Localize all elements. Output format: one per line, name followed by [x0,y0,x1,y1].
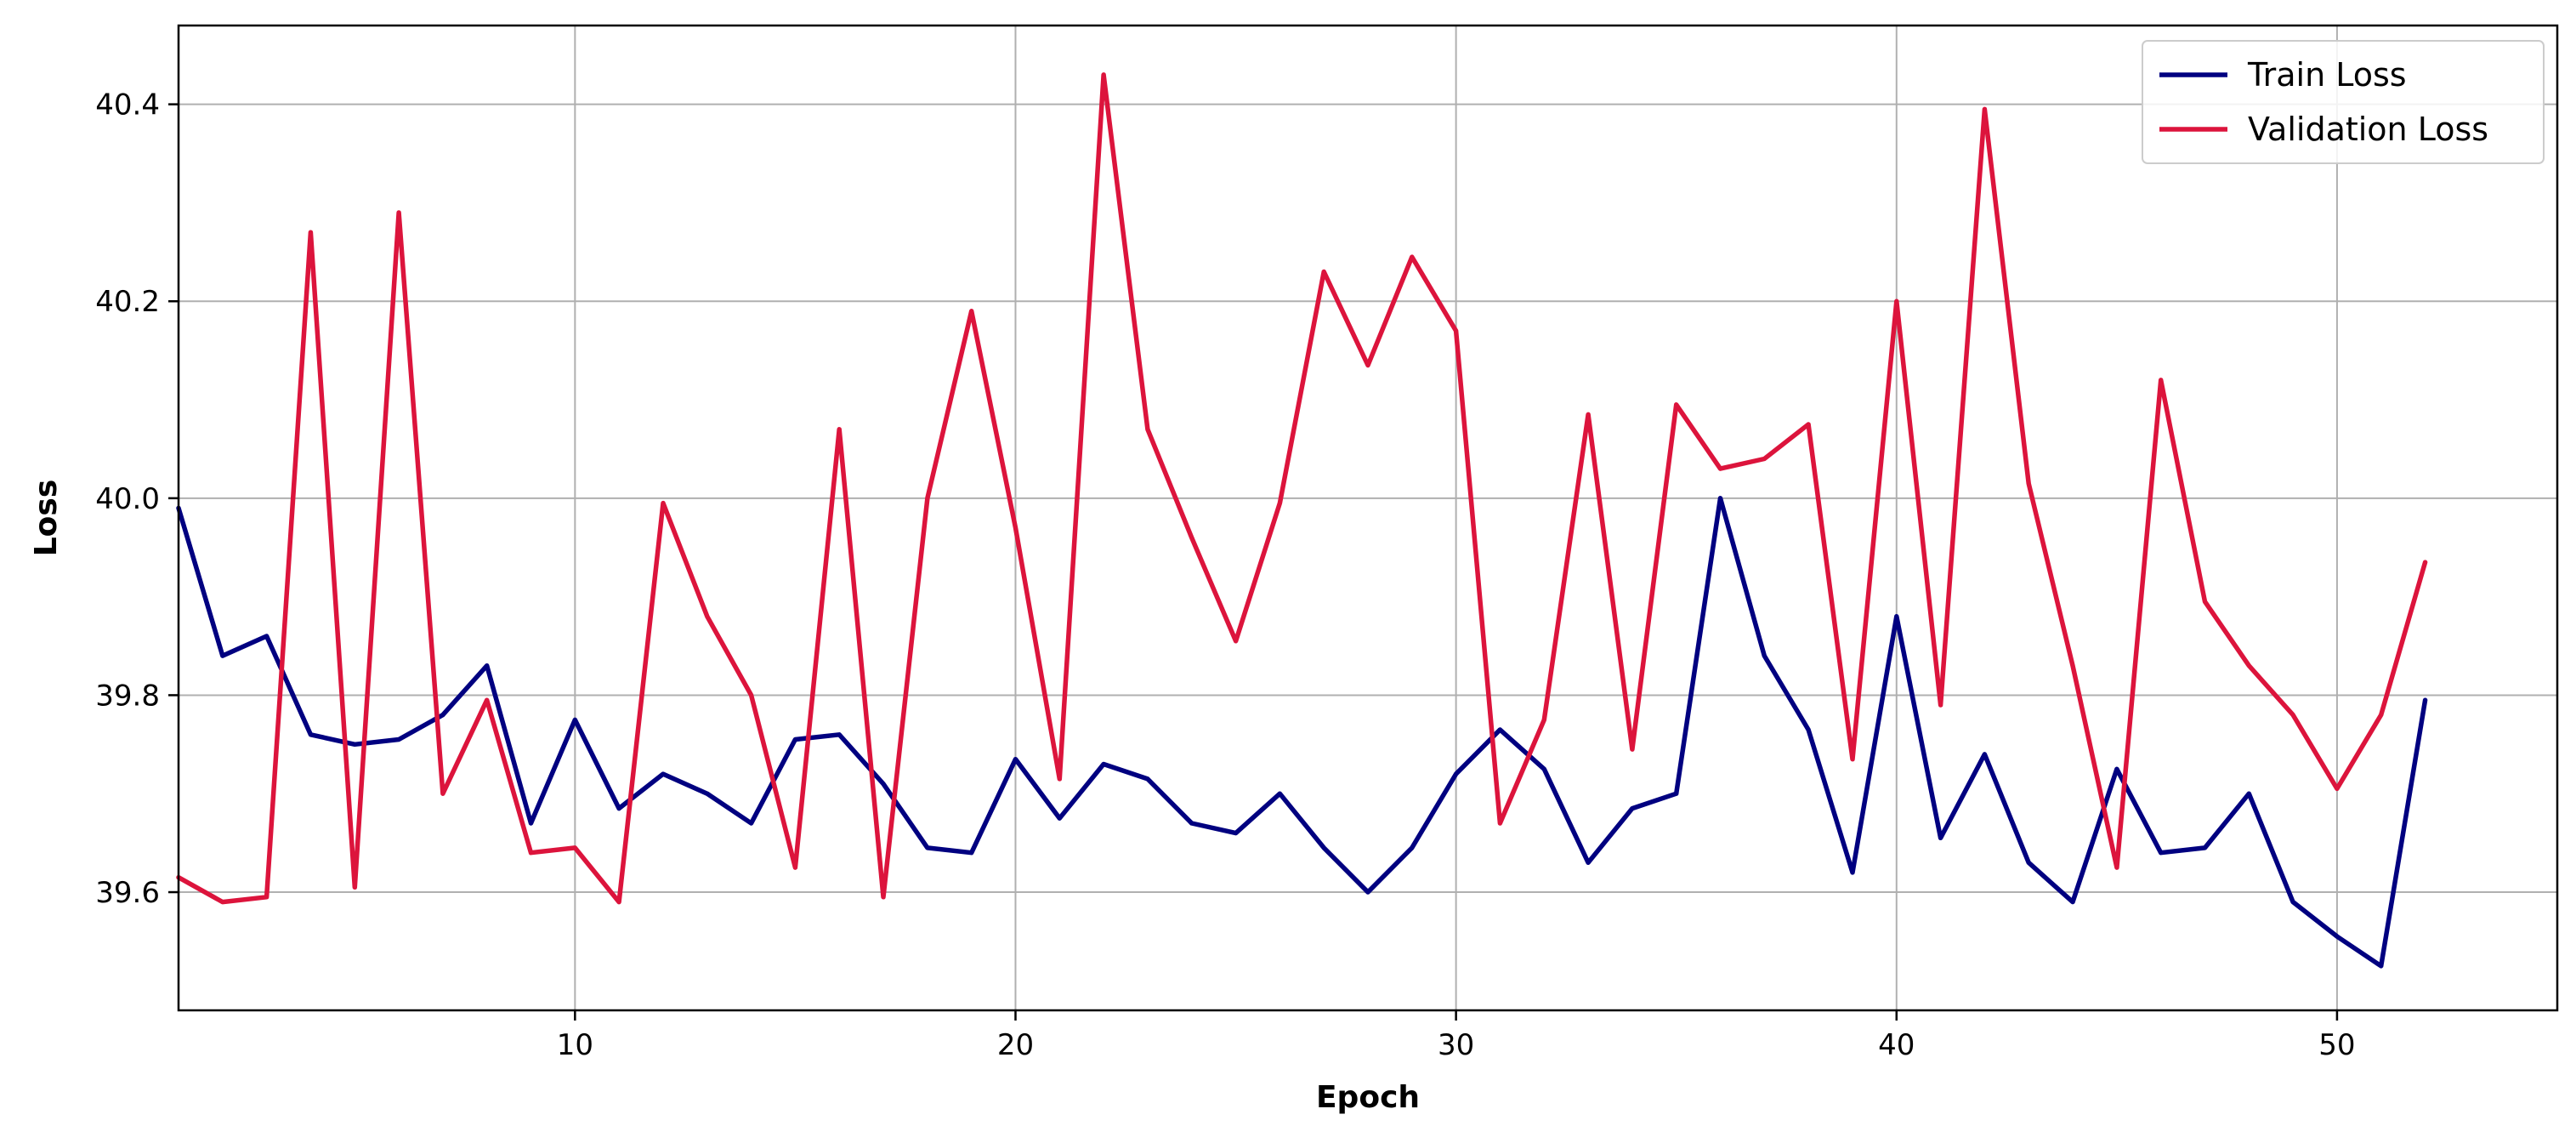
legend-label-0: Train Loss [2247,56,2407,94]
x-tick-label: 30 [1438,1028,1474,1062]
x-tick-label: 10 [557,1028,593,1062]
grid-lines [179,26,2557,1010]
x-tick-label: 20 [997,1028,1034,1062]
legend-box [2142,40,2545,164]
legend-label-1: Validation Loss [2248,111,2488,148]
y-tick-label: 39.6 [95,876,160,910]
series-line-0 [176,496,2428,969]
legend: Train Loss Validation Loss [2142,40,2545,164]
y-tick-label: 40.2 [95,285,160,319]
plot-frame [177,24,2559,1012]
y-axis-label: Loss [29,480,64,557]
x-tick-label: 50 [2318,1028,2355,1062]
x-axis-label: Epoch [1316,1080,1420,1115]
series-line-1 [176,72,2428,905]
y-tick-label: 40.4 [95,88,160,122]
x-tick-label: 40 [1878,1028,1915,1062]
series-lines [176,72,2428,969]
axis-ticks: 10 20 30 40 50 39.6 39.8 40.0 40.2 40.4 [95,88,2355,1062]
y-tick-label: 39.8 [95,679,160,713]
y-tick-label: 40.0 [95,482,160,516]
